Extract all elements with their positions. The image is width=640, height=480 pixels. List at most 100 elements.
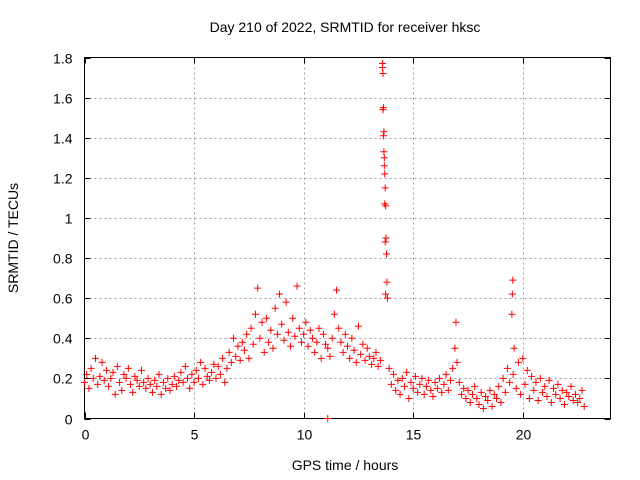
data-point [490, 390, 498, 398]
data-point [442, 370, 450, 378]
data-point [444, 386, 452, 394]
data-point [508, 310, 516, 318]
data-point [122, 374, 130, 382]
data-point [166, 386, 174, 394]
data-point [322, 340, 330, 348]
data-point [447, 376, 455, 384]
data-point [287, 342, 295, 350]
data-point [282, 298, 290, 306]
data-point [486, 386, 494, 394]
y-tick-label: 0 [65, 412, 73, 428]
data-point [379, 132, 387, 140]
data-point [271, 304, 279, 312]
data-point [574, 398, 582, 406]
data-point [552, 390, 560, 398]
data-point [258, 318, 266, 326]
data-point [409, 384, 417, 392]
data-point [382, 290, 390, 298]
y-tick-label: 0.8 [53, 251, 73, 267]
data-point [530, 386, 538, 394]
data-point [216, 370, 224, 378]
data-point [433, 384, 441, 392]
data-point [164, 374, 172, 382]
data-point [148, 388, 156, 396]
data-point [407, 378, 415, 386]
data-point [91, 354, 99, 362]
data-point [569, 396, 577, 404]
data-point [348, 334, 356, 342]
data-point [381, 200, 389, 208]
data-point [96, 372, 104, 380]
data-point [398, 374, 406, 382]
data-point [383, 294, 391, 302]
data-point [308, 334, 316, 342]
x-tick-label: 5 [191, 427, 199, 443]
data-point [473, 394, 481, 402]
data-point [254, 284, 262, 292]
y-tick-label: 0.4 [53, 331, 73, 347]
data-point [186, 384, 194, 392]
data-point [508, 290, 516, 298]
data-point [276, 290, 284, 298]
data-point [267, 326, 275, 334]
data-point [273, 330, 281, 338]
data-point [400, 382, 408, 390]
data-point [466, 398, 474, 406]
data-point [380, 148, 388, 156]
data-point [376, 356, 384, 364]
data-point [380, 154, 388, 162]
data-point [370, 354, 378, 362]
data-point [188, 370, 196, 378]
data-point [223, 364, 231, 372]
data-point [368, 360, 376, 368]
data-point [284, 328, 292, 336]
data-point [479, 404, 487, 412]
data-point [359, 340, 367, 348]
data-point [251, 310, 259, 318]
data-point [495, 382, 503, 390]
data-point [230, 334, 238, 342]
plot-frame [84, 57, 611, 419]
data-point [333, 286, 341, 294]
data-point [140, 378, 148, 386]
data-point [560, 400, 568, 408]
data-point [102, 366, 110, 374]
data-point [422, 382, 430, 390]
data-point [390, 370, 398, 378]
chart-title: Day 210 of 2022, SRMTID for receiver hks… [210, 19, 481, 35]
data-point [379, 70, 387, 78]
data-point [468, 390, 476, 398]
data-point [339, 348, 347, 356]
y-tick-label: 1 [65, 211, 73, 227]
data-point [219, 354, 227, 362]
data-point [85, 384, 93, 392]
data-point [354, 322, 362, 330]
data-point [528, 372, 536, 380]
data-point [157, 390, 165, 398]
data-point [382, 234, 390, 242]
data-point [510, 344, 518, 352]
data-point [578, 386, 586, 394]
data-point [105, 382, 113, 390]
y-tick-label: 1.8 [53, 51, 73, 67]
data-point [142, 384, 150, 392]
data-point [293, 282, 301, 290]
data-point [460, 384, 468, 392]
data-point [403, 368, 411, 376]
data-point [221, 378, 229, 386]
data-point [534, 396, 542, 404]
data-point [550, 384, 558, 392]
data-point [453, 358, 461, 366]
data-point [543, 392, 551, 400]
data-point [137, 366, 145, 374]
data-point [168, 380, 176, 388]
data-point [319, 330, 327, 338]
data-point [416, 380, 424, 388]
data-point [414, 388, 422, 396]
data-point [381, 184, 389, 192]
data-point [431, 378, 439, 386]
data-point [170, 372, 178, 380]
data-point [87, 364, 95, 372]
data-point [197, 358, 205, 366]
